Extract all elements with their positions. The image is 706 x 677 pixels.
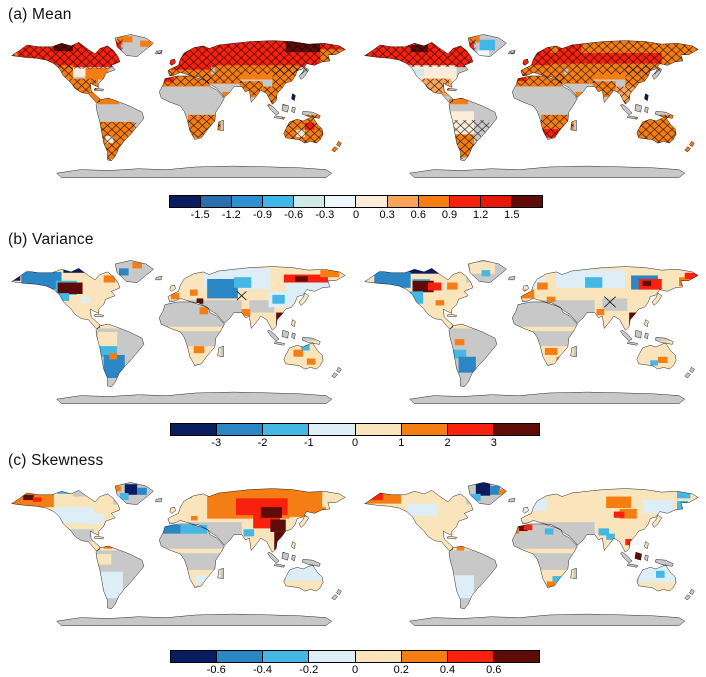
colorbar-segment	[354, 424, 401, 435]
colorbar-segment	[262, 424, 309, 435]
colorbar-tick-label: -0.6	[284, 209, 304, 221]
colorbar-tick-label: 1	[398, 437, 405, 449]
map-variance-left	[4, 256, 349, 408]
colorbar-tick-label: -0.2	[299, 664, 319, 676]
colorbar-skewness: -0.6 -0.4 -0.2 0 0.2 0.4 0.6	[170, 650, 540, 677]
colorbar	[170, 423, 540, 436]
colorbar-segment	[355, 196, 387, 207]
colorbar-tick-label: 0	[352, 209, 360, 221]
colorbar-segment	[262, 196, 294, 207]
world-map-svg	[364, 482, 699, 626]
world-map-svg	[11, 34, 346, 178]
map-skewness-left	[4, 478, 349, 630]
colorbar-segment	[510, 196, 542, 207]
world-map-svg	[364, 34, 699, 178]
colorbar-tick-label: -1.5	[190, 209, 210, 221]
colorbar-segment	[492, 651, 539, 662]
colorbar-segment	[262, 651, 309, 662]
colorbar-segment	[324, 196, 356, 207]
world-map-svg	[11, 260, 346, 404]
colorbar-tick-label: 3	[490, 437, 497, 449]
colorbar-tick-label: -0.9	[253, 209, 272, 221]
colorbar-tick-label: -3	[211, 437, 222, 449]
colorbar-segment	[216, 424, 263, 435]
colorbar-tick-label: -1.2	[221, 209, 241, 221]
colorbar-segment	[417, 196, 449, 207]
colorbar-tick-row: -3 -2 -1 0 1 2 3	[170, 437, 540, 451]
colorbar-tick-label: -0.4	[253, 664, 272, 676]
colorbar-segment	[171, 651, 217, 662]
colorbar-tick-label: -0.3	[315, 209, 335, 221]
colorbar-tick-label: 0.3	[379, 209, 395, 221]
colorbar-tick-label: 0	[351, 664, 359, 676]
colorbar-segment	[446, 651, 493, 662]
colorbar-segment	[308, 424, 355, 435]
colorbar-tick-label: -2	[257, 437, 268, 449]
colorbar-tick-label: 1.5	[504, 209, 520, 221]
panel-b-title: (b) Variance	[8, 231, 94, 248]
map-skewness-right	[357, 478, 702, 630]
colorbar-segment	[293, 196, 325, 207]
panel-a-title: (a) Mean	[8, 6, 72, 23]
colorbar-segment	[386, 196, 418, 207]
colorbar-segment	[170, 196, 201, 207]
colorbar-variance: -3 -2 -1 0 1 2 3	[170, 423, 540, 451]
colorbar-segment	[400, 651, 447, 662]
colorbar-tick-label: 0.6	[410, 209, 426, 221]
colorbar-segment	[492, 424, 539, 435]
colorbar-segment	[200, 196, 232, 207]
map-variance-right	[357, 256, 702, 408]
colorbar-tick-label: 0	[351, 437, 359, 449]
colorbar-tick-label: 0.4	[439, 664, 456, 676]
colorbar-segment	[171, 424, 217, 435]
panel-c-title: (c) Skewness	[8, 452, 104, 469]
colorbar-tick-label: 0.9	[441, 209, 458, 221]
colorbar-segment	[400, 424, 447, 435]
colorbar-tick-label: -1	[303, 437, 314, 449]
colorbar-segment	[354, 651, 401, 662]
world-map-svg	[11, 482, 346, 626]
colorbar-tick-row: -1.5 -1.2 -0.9 -0.6 -0.3 0 0.3 0.6 0.9 1.2 1.5	[169, 209, 543, 223]
map-mean-left	[4, 30, 349, 182]
colorbar-segment	[448, 196, 480, 207]
colorbar-tick-label: 2	[444, 437, 451, 449]
colorbar-segment	[479, 196, 511, 207]
map-mean-right	[357, 30, 702, 182]
colorbar-segment	[308, 651, 355, 662]
colorbar	[169, 195, 543, 208]
colorbar-segment	[231, 196, 263, 207]
colorbar	[170, 650, 540, 663]
colorbar-tick-label: -0.6	[206, 664, 226, 676]
world-map-svg	[364, 260, 699, 404]
colorbar-tick-label: 0.2	[393, 664, 409, 676]
colorbar-segment	[216, 651, 263, 662]
colorbar-mean: -1.5 -1.2 -0.9 -0.6 -0.3 0 0.3 0.6 0.9 1.2 1.5	[169, 195, 543, 223]
colorbar-tick-label: 0.6	[486, 664, 502, 676]
colorbar-segment	[446, 424, 493, 435]
colorbar-tick-row: -0.6 -0.4 -0.2 0 0.2 0.4 0.6	[170, 664, 540, 677]
colorbar-tick-label: 1.2	[473, 209, 489, 221]
